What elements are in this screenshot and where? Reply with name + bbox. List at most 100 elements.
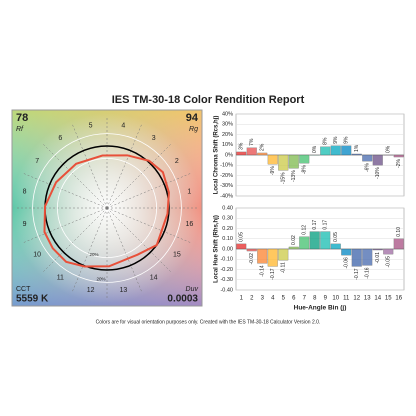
x-tick-label: 4 <box>271 296 275 302</box>
hue-bin-label: 15 <box>173 252 181 259</box>
y-tick-label: 0.30 <box>222 216 233 222</box>
x-tick-label: 2 <box>250 296 254 302</box>
y-tick-label: -20% <box>220 173 233 179</box>
hue-bin-label: 4 <box>121 122 125 129</box>
value-label: -0.14 <box>260 265 266 277</box>
x-tick-label: 16 <box>395 296 402 302</box>
value-label: 0.05 <box>239 232 245 242</box>
cct-value: 5559 K <box>16 294 49 305</box>
hue-bin-label: 14 <box>150 275 158 282</box>
value-label: 0.17 <box>312 220 318 230</box>
bin-divider <box>41 207 108 274</box>
y-tick-label: 10% <box>222 142 233 148</box>
x-tick-label: 13 <box>364 296 371 302</box>
value-label: -8% <box>302 165 308 174</box>
value-label: -0.05 <box>386 256 392 268</box>
bin-divider <box>106 207 193 244</box>
value-label: -0.17 <box>354 268 360 280</box>
hue-bin-label: 9 <box>23 221 27 228</box>
bar <box>372 154 383 166</box>
bin-divider <box>71 207 108 294</box>
bar <box>393 238 404 250</box>
rf-value: 78 <box>16 112 28 124</box>
value-label: 0% <box>386 145 392 153</box>
y-axis-title: Local Chroma Shift (Rcs,hj) <box>214 116 220 195</box>
hue-bin-label: 6 <box>58 135 62 142</box>
x-tick-label: 12 <box>353 296 360 302</box>
y-tick-label: 40% <box>222 111 233 117</box>
bar <box>320 231 331 250</box>
x-tick-label: 6 <box>292 296 296 302</box>
value-label: -0.17 <box>270 268 276 280</box>
value-label: -9% <box>270 166 276 175</box>
report-title: IES TM-30-18 Color Rendition Report <box>112 94 305 106</box>
y-tick-label: 0.00 <box>222 246 233 252</box>
bar <box>362 248 373 266</box>
y-tick-label: -10% <box>220 163 233 169</box>
value-label: -6% <box>365 163 371 172</box>
bin-divider <box>106 142 173 209</box>
x-tick-label: 11 <box>343 296 350 302</box>
x-tick-label: 8 <box>313 296 317 302</box>
value-label: 9% <box>333 136 339 144</box>
x-tick-label: 15 <box>385 296 392 302</box>
bar <box>278 154 289 171</box>
bar <box>278 248 289 261</box>
bar <box>372 248 383 251</box>
value-label: 0.17 <box>323 220 329 230</box>
bar <box>383 248 394 255</box>
hue-bin-label: 3 <box>152 135 156 142</box>
value-label: -0.16 <box>365 267 371 279</box>
y-tick-label: 20% <box>222 132 233 138</box>
value-label: 9% <box>344 136 350 144</box>
value-label: -0.06 <box>344 257 350 269</box>
value-label: 0% <box>312 145 318 153</box>
bar <box>288 154 299 169</box>
y-axis-title: Local Hue Shift (Rhs,hj) <box>214 215 220 283</box>
y-tick-label: -0.40 <box>220 287 233 293</box>
x-tick-label: 5 <box>282 296 286 302</box>
bar <box>236 243 247 250</box>
bin-divider <box>106 207 143 294</box>
hue-bin-label: 1 <box>187 188 191 195</box>
y-tick-label: -30% <box>220 183 233 189</box>
y-tick-label: 0% <box>225 152 233 158</box>
bar <box>246 248 257 252</box>
bar <box>257 152 268 156</box>
bin-divider <box>106 207 173 274</box>
hue-bin-label: 5 <box>89 122 93 129</box>
value-label: 0.05 <box>333 232 339 242</box>
hue-bin-label: 10 <box>33 252 41 259</box>
y-tick-label: 30% <box>222 122 233 128</box>
x-tick-label: 1 <box>240 296 244 302</box>
value-label: 2% <box>260 143 266 151</box>
y-tick-label: 0.20 <box>222 226 233 232</box>
value-label: -10% <box>375 167 381 179</box>
x-tick-label: 14 <box>374 296 381 302</box>
bar <box>351 153 362 156</box>
rg-label: Rg <box>189 126 198 133</box>
ring <box>32 133 182 283</box>
value-label: -0.11 <box>281 262 287 273</box>
value-label: 3% <box>239 142 245 150</box>
ring-label: 20% <box>96 277 105 282</box>
test-curve <box>43 154 170 268</box>
value-label: 7% <box>249 138 255 146</box>
duv-label: Duv <box>186 286 199 293</box>
hue-bin-label: 8 <box>23 188 27 195</box>
bar <box>330 243 341 250</box>
bar <box>330 145 341 156</box>
bar <box>288 246 299 250</box>
bar <box>257 248 268 264</box>
bar <box>299 236 310 250</box>
bin-divider <box>41 142 108 209</box>
bar <box>351 248 362 267</box>
bar <box>393 154 404 158</box>
bar <box>267 154 278 165</box>
hue-bin-label: 12 <box>87 287 95 294</box>
bar <box>236 151 247 156</box>
value-label: 0.10 <box>396 227 402 237</box>
footnote: Colors are for visual orientation purpos… <box>96 319 321 325</box>
value-label: 1% <box>354 144 360 152</box>
